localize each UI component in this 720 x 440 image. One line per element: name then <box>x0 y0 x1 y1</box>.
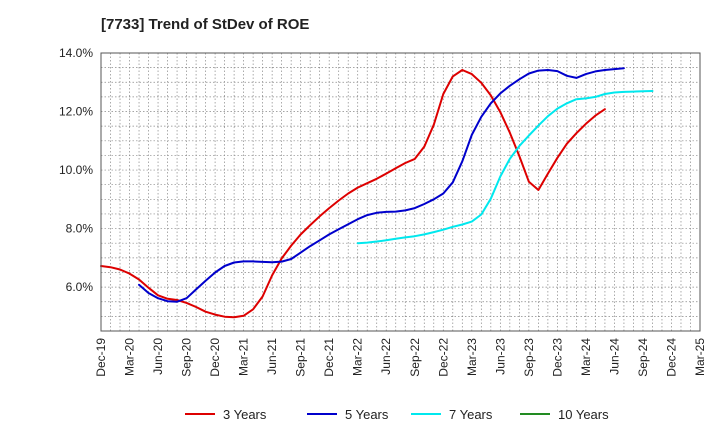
x-tick-label: Mar-23 <box>465 338 479 376</box>
y-tick-label: 6.0% <box>66 280 94 294</box>
y-tick-label: 8.0% <box>66 222 94 236</box>
legend-label-5-years: 5 Years <box>345 407 389 422</box>
x-tick-label: Mar-25 <box>693 338 707 376</box>
x-tick-label: Dec-22 <box>436 338 450 377</box>
x-tick-label: Mar-21 <box>237 338 251 376</box>
plot-border <box>100 52 701 332</box>
x-tick-label: Jun-24 <box>607 338 621 375</box>
x-tick-label: Sep-20 <box>180 338 194 377</box>
x-tick-label: Sep-21 <box>294 338 308 377</box>
x-tick-label: Jun-22 <box>379 338 393 375</box>
x-tick-label: Jun-20 <box>151 338 165 375</box>
y-tick-label: 10.0% <box>59 163 93 177</box>
x-tick-label: Jun-21 <box>265 338 279 375</box>
legend-label-7-years: 7 Years <box>449 407 493 422</box>
x-tick-label: Mar-22 <box>351 338 365 376</box>
x-tick-label: Mar-20 <box>123 338 137 376</box>
x-tick-label: Dec-24 <box>664 338 678 377</box>
plot-area <box>101 53 700 331</box>
series-line-5-years <box>138 67 625 303</box>
x-tick-label: Dec-23 <box>550 338 564 377</box>
y-tick-label: 12.0% <box>59 105 93 119</box>
x-tick-label: Sep-23 <box>522 338 536 377</box>
series-line-3-years <box>100 69 606 319</box>
x-tick-label: Dec-20 <box>208 338 222 377</box>
x-tick-label: Dec-19 <box>94 338 108 377</box>
legend-label-10-years: 10 Years <box>558 407 609 422</box>
x-tick-label: Jun-23 <box>493 338 507 375</box>
x-tick-label: Mar-24 <box>579 338 593 376</box>
legend-label-3-years: 3 Years <box>223 407 267 422</box>
series-line-7-years <box>356 90 654 245</box>
x-tick-label: Sep-22 <box>408 338 422 377</box>
y-tick-label: 14.0% <box>59 46 93 60</box>
x-tick-label: Dec-21 <box>322 338 336 377</box>
x-tick-label: Sep-24 <box>636 338 650 377</box>
chart-title: [7733] Trend of StDev of ROE <box>101 16 309 33</box>
